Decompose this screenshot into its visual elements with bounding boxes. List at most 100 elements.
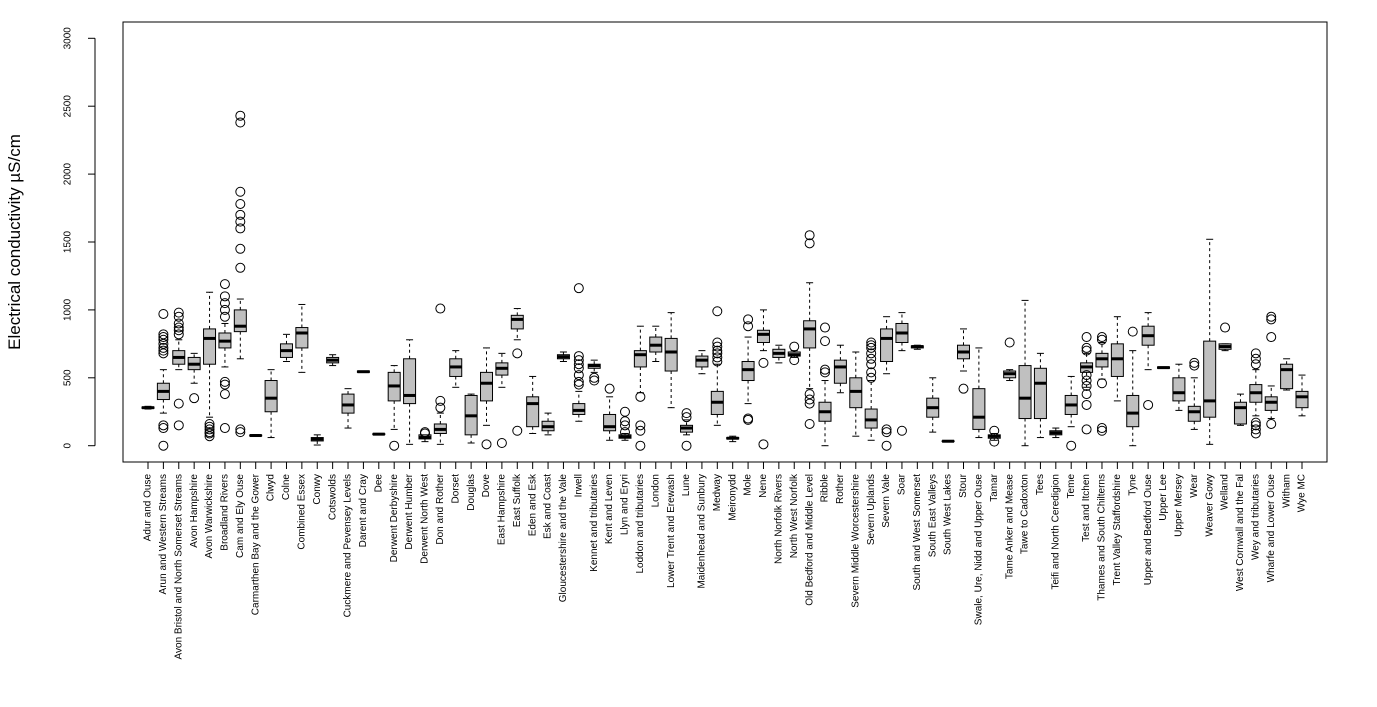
outlier	[712, 345, 723, 356]
outlier	[204, 418, 215, 429]
x-tick-label: Tame Anker and Mease	[1004, 474, 1015, 579]
x-tick-label: Teifi and North Ceredigion	[1050, 474, 1061, 590]
box	[1172, 377, 1186, 402]
outlier	[435, 402, 446, 413]
outlier	[712, 341, 723, 352]
outlier	[866, 348, 877, 359]
y-axis-label: Electrical conductivity µS/cm	[5, 134, 24, 350]
outlier	[512, 425, 523, 436]
outlier	[1096, 425, 1107, 436]
outlier	[158, 329, 169, 340]
box	[803, 320, 817, 349]
outlier	[419, 427, 430, 438]
outlier	[1081, 332, 1092, 343]
outlier	[219, 298, 230, 309]
outlier	[435, 303, 446, 314]
outlier	[158, 348, 169, 359]
outlier	[158, 423, 169, 434]
box	[1280, 363, 1294, 390]
outlier	[866, 342, 877, 353]
outlier	[235, 262, 246, 273]
x-tick-label: Tawe to Cadoxton	[1020, 474, 1031, 554]
box	[1126, 394, 1140, 428]
box	[1233, 401, 1247, 425]
x-tick-label: Meironydd	[727, 474, 738, 521]
outlier	[866, 367, 877, 378]
box	[233, 309, 247, 333]
outlier	[1004, 337, 1015, 348]
box	[633, 350, 647, 368]
outlier	[1143, 399, 1154, 410]
outlier	[789, 355, 800, 366]
box	[1295, 390, 1309, 409]
outlier	[1081, 389, 1092, 400]
outlier	[804, 418, 815, 429]
x-tick-label: Wye MC	[1297, 474, 1308, 512]
outlier	[235, 223, 246, 234]
outlier	[235, 198, 246, 209]
outlier	[804, 389, 815, 400]
outlier	[681, 412, 692, 423]
outlier	[1250, 348, 1261, 359]
outlier	[635, 425, 646, 436]
x-tick-label: Irwell	[573, 474, 584, 497]
x-tick-label: Test and Itchen	[1081, 474, 1092, 542]
x-tick-label: Cuckmere and Pevensey Levels	[343, 474, 354, 617]
outlier	[681, 408, 692, 419]
outlier	[204, 424, 215, 435]
outlier	[1127, 326, 1138, 337]
outlier	[235, 216, 246, 227]
x-tick-label: Eden and Esk	[527, 473, 538, 536]
outlier	[635, 391, 646, 402]
outlier	[635, 420, 646, 431]
x-tick-label: Cam and Ely Ouse	[235, 474, 246, 558]
outlier	[219, 311, 230, 322]
outlier	[173, 420, 184, 431]
outlier	[896, 425, 907, 436]
outlier	[189, 393, 200, 404]
outlier	[820, 367, 831, 378]
x-tick-label: Severn Uplands	[866, 474, 877, 545]
outlier	[158, 308, 169, 319]
outlier	[1189, 357, 1200, 368]
outlier	[173, 325, 184, 336]
outlier	[1081, 342, 1092, 353]
box	[295, 327, 309, 349]
x-tick-label: Clwyd	[266, 474, 277, 501]
outlier	[573, 370, 584, 381]
outlier	[235, 186, 246, 197]
outlier	[866, 372, 877, 383]
x-tick-label: Carmarthen Bay and the Gower	[250, 473, 261, 615]
outlier	[712, 356, 723, 367]
outlier	[712, 348, 723, 359]
x-tick-label: Arun and Western Streams	[158, 474, 169, 594]
outlier	[1250, 424, 1261, 435]
x-tick-label: Avon Bristol and North Somerset Streams	[173, 474, 184, 659]
box	[756, 329, 770, 343]
x-tick-label: Lower Trent and Erewash	[666, 474, 677, 588]
x-tick-label: North West Norfolk	[789, 473, 800, 558]
outlier	[173, 318, 184, 329]
x-tick-label: East Suffolk	[512, 473, 523, 527]
outlier	[204, 431, 215, 442]
outlier	[1081, 424, 1092, 435]
outlier	[1096, 423, 1107, 434]
x-tick-label: Teme	[1066, 474, 1077, 499]
outlier	[743, 413, 754, 424]
x-tick-label: Colne	[281, 474, 292, 501]
x-tick-label: Gloucestershire and the Vale	[558, 474, 569, 603]
box	[510, 314, 524, 330]
outlier	[389, 440, 400, 451]
outlier	[219, 389, 230, 400]
x-tick-label: Kennet and tributaries	[589, 474, 600, 572]
x-tick-label: Don and Rother	[435, 473, 446, 544]
outlier	[219, 304, 230, 315]
x-tick-label: Dee	[373, 474, 384, 493]
outlier	[635, 440, 646, 451]
outlier	[1081, 370, 1092, 381]
outlier	[619, 406, 630, 417]
outlier	[604, 383, 615, 394]
outlier	[173, 329, 184, 340]
x-tick-label: Rother	[835, 473, 846, 504]
